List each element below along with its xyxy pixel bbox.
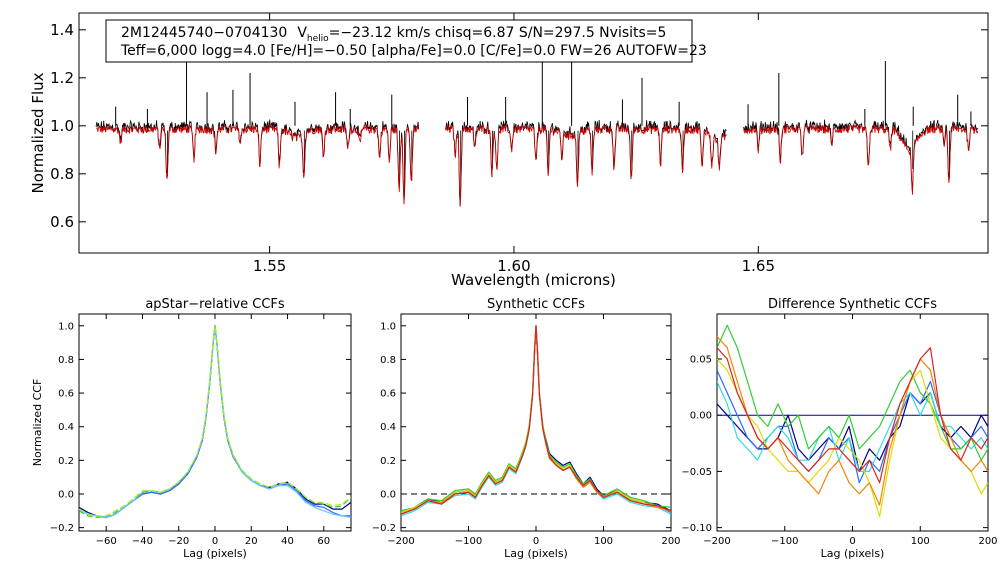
apstar-ccf-x-axis-label: Lag (pixels) (183, 547, 247, 560)
apstar-ccf-series-lightblue (79, 325, 351, 519)
annotation-vhelio-sub: helio (307, 34, 329, 44)
x-tick-label: −20 (168, 536, 189, 547)
x-tick-label: 1.55 (253, 257, 286, 275)
y-tick-label: 0.8 (58, 355, 74, 366)
y-tick-label: 0.8 (50, 165, 74, 183)
y-tick-label: 0.4 (380, 422, 396, 433)
synthetic-ccf-title: Synthetic CCFs (487, 297, 585, 312)
x-tick-label: 0 (212, 536, 218, 547)
annotation-line-2: Teff=6,000 logg=4.0 [Fe/H]=−0.50 [alpha/… (120, 43, 707, 59)
annotation-line-1: 2M12445740−0704130 Vhelio=−23.12 km/s chi… (121, 25, 666, 44)
synthetic-ccf-series-orange (401, 325, 671, 515)
series-synthetic (95, 123, 979, 207)
synthetic-ccf-series-cyan (401, 325, 671, 517)
x-tick-label: 40 (281, 536, 294, 547)
y-axis-label: Normalized Flux (29, 72, 47, 193)
x-tick-label: −100 (455, 536, 482, 547)
y-tick-label: 1.2 (50, 69, 74, 87)
x-tick-label: 100 (911, 536, 930, 547)
y-tick-label: 0.2 (58, 456, 74, 467)
apstar-ccf-series-blue (79, 325, 351, 519)
y-tick-label: 1.4 (50, 21, 74, 39)
difference-ccf-x-axis-label: Lag (pixels) (821, 547, 885, 560)
x-tick-label: 20 (245, 536, 258, 547)
y-tick-label: 0.6 (58, 389, 74, 400)
y-tick-label: 1.0 (58, 321, 74, 332)
synthetic-ccf-series-red (401, 325, 671, 515)
difference-ccf-series-yellow (717, 358, 988, 518)
y-tick-label: 0.4 (58, 422, 74, 433)
difference-ccf-series-red (717, 347, 988, 484)
x-tick-label: 0 (849, 536, 855, 547)
annotation-vhelio-label: V (297, 25, 307, 41)
x-tick-label: −200 (703, 536, 730, 547)
annotation-star: 2M12445740−0704130 (121, 25, 287, 41)
apstar-ccf-y-axis-label: Normalized CCF (31, 379, 44, 467)
y-tick-label: 0.6 (380, 389, 396, 400)
y-tick-label: −0.10 (681, 523, 712, 534)
apstar-ccf-plot-frame (78, 313, 352, 532)
synthetic-ccf-series-yellow (401, 325, 671, 514)
x-tick-label: −200 (387, 536, 414, 547)
y-tick-label: 0.05 (690, 354, 712, 365)
x-tick-label: −100 (771, 536, 798, 547)
y-tick-label: −0.05 (681, 467, 712, 478)
x-tick-label: 200 (661, 536, 680, 547)
y-tick-label: 1.0 (380, 321, 396, 332)
difference-ccf-series-green (717, 324, 988, 461)
apstar-ccf-series-yellowgreen (79, 325, 351, 517)
synthetic-ccf-series-green (401, 325, 671, 512)
x-tick-label: 0 (533, 536, 539, 547)
difference-ccf-plot-frame (716, 313, 989, 532)
y-tick-label: 0.0 (58, 489, 74, 500)
y-tick-label: 1.0 (50, 117, 74, 135)
apstar-ccf-title: apStar−relative CCFs (145, 297, 285, 312)
x-tick-label: 1.60 (497, 257, 530, 275)
x-tick-label: 200 (978, 536, 997, 547)
synthetic-ccf-x-axis-label: Lag (pixels) (504, 547, 568, 560)
spectrum-plot-frame (78, 12, 989, 254)
observed-spectrum-chip-3 (743, 119, 979, 193)
annotation-box (105, 19, 693, 63)
y-tick-label: −0.2 (372, 523, 396, 534)
x-tick-label: 1.65 (742, 257, 775, 275)
synthetic-ccf-series-blue (401, 325, 671, 515)
y-tick-label: 0.6 (50, 213, 74, 231)
x-tick-label: 60 (317, 536, 330, 547)
synthetic-spectrum-chip-1 (95, 124, 420, 205)
observed-spectrum-chip-1 (95, 119, 420, 202)
apstar-ccf-series-navy (79, 325, 351, 519)
difference-ccf-series-orange (717, 336, 988, 506)
y-tick-label: 0.8 (380, 355, 396, 366)
difference-ccf-title: Difference Synthetic CCFs (768, 297, 937, 312)
synthetic-spectrum-chip-3 (743, 123, 979, 195)
synthetic-ccf-series-navy (401, 325, 671, 514)
x-tick-label: −60 (96, 536, 117, 547)
y-tick-label: 0.00 (690, 411, 712, 422)
y-tick-label: 0.2 (380, 456, 396, 467)
y-tick-label: −0.2 (50, 523, 74, 534)
synthetic-spectrum-chip-2 (445, 124, 727, 207)
x-axis-label: Wavelength (microns) (451, 271, 616, 289)
x-tick-label: −40 (132, 536, 153, 547)
apstar-ccf-series-green (79, 325, 351, 519)
x-tick-label: 100 (594, 536, 613, 547)
annotation-vhelio-value: =−23.12 km/s chisq=6.87 S/N=297.5 Nvisit… (329, 25, 667, 41)
y-tick-label: 0.0 (380, 489, 396, 500)
